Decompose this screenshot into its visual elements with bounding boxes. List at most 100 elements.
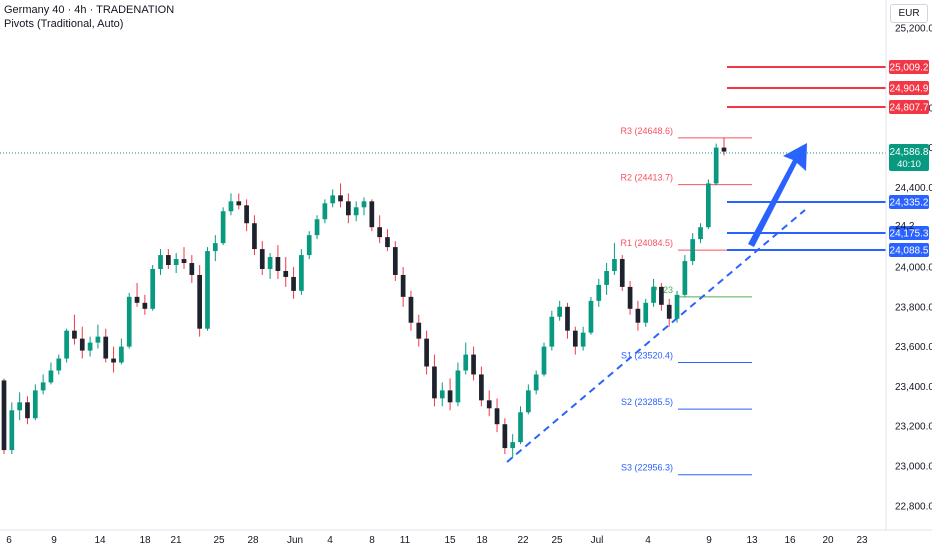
time-tick-label: 21 <box>170 535 182 546</box>
candle <box>314 215 320 240</box>
candle <box>706 179 711 230</box>
time-tick-label: 25 <box>551 535 563 546</box>
candle <box>400 267 406 307</box>
candle <box>541 342 547 377</box>
time-tick-label: 9 <box>51 535 57 546</box>
price-tick-label: 22,800.0 <box>895 501 932 512</box>
resistance-tag <box>889 81 929 95</box>
indicator-label[interactable]: Pivots (Traditional, Auto) <box>4 18 124 30</box>
level-tags: 25,009.2 24,904.9 24,807.7 24,335.2 24,175.3… <box>889 60 929 257</box>
candle <box>72 314 77 345</box>
candle <box>228 193 234 216</box>
candles <box>1 137 727 459</box>
candle <box>479 366 484 407</box>
candle <box>17 392 22 421</box>
candle <box>471 346 476 381</box>
candle <box>361 197 367 216</box>
candle <box>596 278 602 307</box>
candle <box>690 233 696 266</box>
candle <box>424 330 429 375</box>
resistance-tag-label: 24,807.7 <box>890 103 929 114</box>
candle <box>142 294 148 315</box>
candle <box>377 215 382 244</box>
candle <box>166 249 171 269</box>
time-axis[interactable]: 6 9 14 18 21 25 28 Jun 4 8 11 15 18 22 25 Jul 4 9 13 16 20 23 <box>6 535 868 546</box>
resistance-tag <box>889 100 929 114</box>
candle <box>392 241 398 281</box>
time-tick-label: 13 <box>746 535 758 546</box>
candle <box>439 382 445 407</box>
candle <box>205 247 210 331</box>
time-tick-label: 9 <box>706 535 712 546</box>
support-trendline <box>506 209 806 463</box>
candle <box>502 418 508 455</box>
candle <box>236 193 242 210</box>
candle <box>338 183 343 208</box>
current-price-tag: 24,586.8 40:10 <box>889 144 929 171</box>
candle <box>627 280 633 315</box>
pivot-lines: R3 (24648.6)R2 (24413.7)R1 (24084.5)P (2… <box>620 126 752 476</box>
pivot-label-r1: R1 (24084.5) <box>620 238 673 248</box>
candle <box>275 245 281 279</box>
candle <box>95 324 101 349</box>
candle <box>259 241 265 275</box>
candle <box>698 223 703 244</box>
candle <box>252 215 257 256</box>
candle <box>713 143 719 186</box>
candle <box>189 255 195 283</box>
time-tick-label: 4 <box>327 535 333 546</box>
candle <box>306 231 312 260</box>
time-tick-label: Jun <box>287 535 303 546</box>
time-tick-label: 16 <box>784 535 796 546</box>
current-price-value: 24,586.8 <box>890 147 929 158</box>
support-tag-label: 24,335.2 <box>890 198 929 209</box>
resistance-tag-label: 24,904.9 <box>890 84 929 95</box>
symbol-title[interactable]: Germany 40 · 4h · TRADENATION <box>4 4 175 16</box>
candle <box>291 267 296 299</box>
candle <box>510 434 516 459</box>
currency-button[interactable]: EUR <box>890 4 928 23</box>
support-tag-label: 24,175.3 <box>890 229 929 240</box>
candle <box>416 314 422 347</box>
candle <box>212 235 218 262</box>
candle <box>9 402 15 455</box>
support-tag <box>889 226 929 240</box>
price-tick-label: 24,000.0 <box>895 263 932 274</box>
time-tick-label: Jul <box>591 535 604 546</box>
resistance-tag <box>889 60 929 74</box>
time-tick-label: 4 <box>645 535 651 546</box>
candle <box>565 302 570 339</box>
pivot-label-s2: S2 (23285.5) <box>621 397 673 407</box>
time-tick-label: 22 <box>517 535 529 546</box>
time-tick-label: 25 <box>213 535 225 546</box>
candle <box>353 201 359 222</box>
candle <box>682 255 688 297</box>
pivot-label-r3: R3 (24648.6) <box>620 126 673 136</box>
candle <box>518 406 523 445</box>
candle <box>533 370 539 395</box>
candle <box>572 326 578 355</box>
candle <box>408 290 414 331</box>
time-tick-label: 8 <box>369 535 375 546</box>
price-tick-label: 24,400.0 <box>895 183 932 194</box>
time-tick-label: 11 <box>400 535 411 546</box>
candle <box>267 253 273 279</box>
candle <box>604 263 609 295</box>
price-tick-label: 23,600.0 <box>895 342 932 353</box>
candle <box>674 290 680 323</box>
candle <box>322 199 328 224</box>
pivot-label-s1: S1 (23520.4) <box>621 350 673 360</box>
candle <box>666 298 672 327</box>
candle <box>526 384 531 415</box>
candle <box>447 378 453 411</box>
candle <box>299 249 304 295</box>
pivot-label-s3: S3 (22956.3) <box>621 463 673 473</box>
candle <box>134 282 140 307</box>
support-tag <box>889 195 929 209</box>
time-tick-label: 6 <box>6 535 12 546</box>
price-tick-label: 23,800.0 <box>895 302 932 313</box>
price-axis[interactable]: 25,200.024,800.024,600.024,400.024,000.0… <box>895 24 932 513</box>
pivot-label-r2: R2 (24413.7) <box>620 173 673 183</box>
candle <box>119 338 124 365</box>
